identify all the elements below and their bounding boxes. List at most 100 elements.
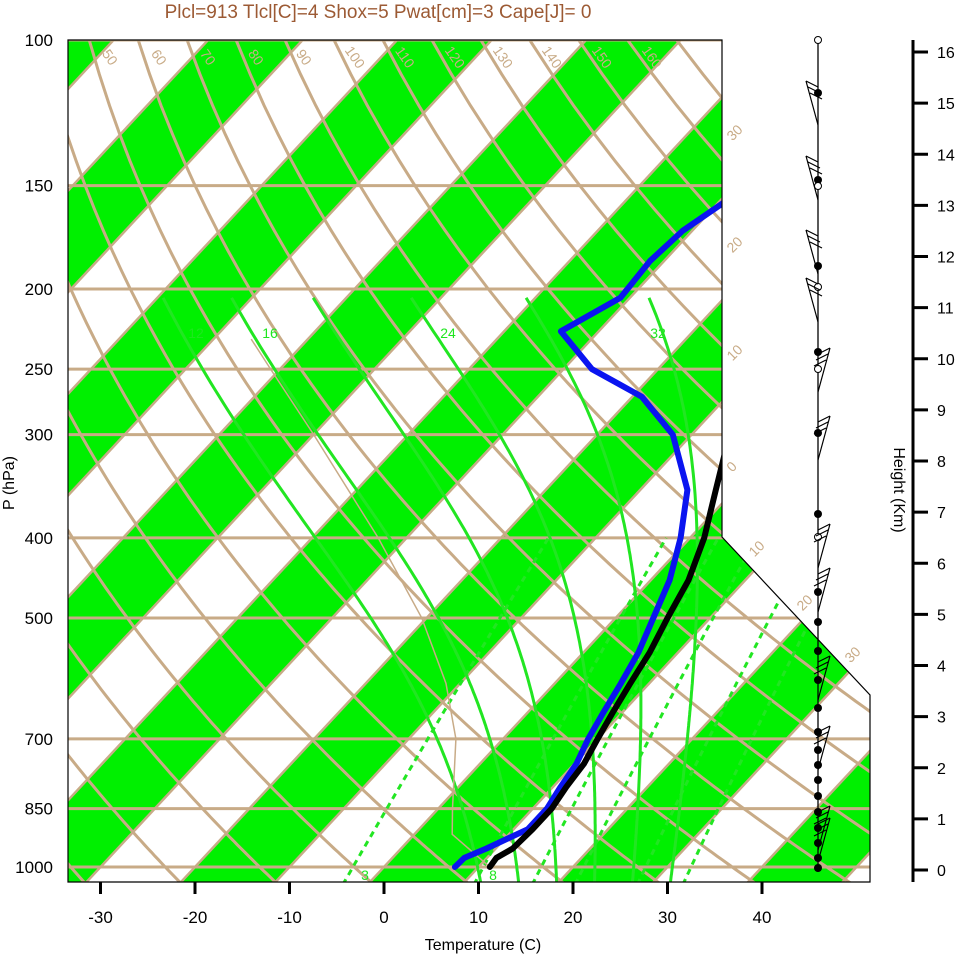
isotherm-line (68, 40, 786, 882)
wind-barb (805, 155, 823, 201)
moist-adiabat (230, 297, 521, 882)
wind-barb (805, 229, 823, 275)
parcel-trace (250, 338, 491, 868)
dry-adiabat (430, 40, 870, 882)
wind-level-dot (814, 704, 822, 712)
height-tick-label: 6 (937, 556, 946, 573)
isotherm-label: 10 (723, 341, 745, 363)
height-tick-label: 8 (937, 454, 946, 471)
height-tick-label: 7 (937, 505, 946, 522)
mixing-ratio-line (636, 537, 814, 882)
wind-barb (805, 80, 823, 126)
dry-adiabat (381, 40, 870, 882)
isotherm-line (548, 40, 870, 882)
dry-adiabat (136, 40, 854, 882)
wind-barb (813, 567, 831, 613)
pressure-tick-label: 400 (25, 529, 53, 548)
wind-level-open-dot (814, 182, 822, 190)
wind-barb (813, 655, 831, 701)
wind-level-dot (814, 746, 822, 754)
dry-adiabat (68, 40, 663, 882)
height-tick-label: 0 (937, 863, 946, 880)
dry-adiabat (68, 40, 471, 882)
isotherm-label: 20 (723, 233, 745, 255)
isotherm-label: 30 (723, 121, 745, 143)
pressure-tick-label: 500 (25, 609, 53, 628)
isotherm-band (68, 40, 312, 882)
wind-barb (813, 817, 831, 863)
pressure-tick-label: 1000 (15, 858, 53, 877)
mixing-ratio-line (530, 537, 720, 882)
parcel-trace-line (250, 338, 491, 868)
isotherm-band (68, 40, 501, 882)
pressure-tick-label: 300 (25, 426, 53, 445)
isotherm-line (68, 40, 691, 882)
height-tick-label: 15 (937, 96, 955, 113)
dry-adiabat (332, 40, 870, 882)
moist-adiabat (409, 296, 597, 882)
isotherm-line (68, 40, 408, 882)
isotherm-label: 30 (841, 643, 863, 665)
height-tick-label: 14 (937, 147, 955, 164)
isotherm-label: 20 (793, 591, 815, 613)
mixing-ratio-label: 16 (262, 325, 278, 341)
isotherm-line (68, 40, 219, 882)
theta-label: 60 (148, 46, 170, 68)
pressure-tick-label: 200 (25, 280, 53, 299)
x-tick-label: 40 (753, 908, 772, 927)
isotherm-line (643, 40, 870, 882)
wind-barb (813, 347, 831, 393)
dry-adiabat (68, 40, 184, 882)
wind-level-dot (814, 510, 822, 518)
mixing-ratio-label: 8 (489, 867, 497, 883)
pressure-tick-label: 100 (25, 31, 53, 50)
dewpoint-profile-line (451, 71, 870, 870)
mixing-ratio-label: 24 (440, 325, 456, 341)
x-tick-label: 30 (658, 908, 677, 927)
x-tick-label: 20 (564, 908, 583, 927)
pressure-tick-label: 250 (25, 360, 53, 379)
wind-barb (813, 805, 831, 851)
wind-barb (813, 725, 831, 771)
height-tick-label: 5 (937, 607, 946, 624)
isotherm-band (68, 40, 870, 882)
x-tick-label: 10 (469, 908, 488, 927)
dry-adiabat (68, 40, 567, 882)
isotherm-label: 0 (723, 458, 740, 475)
height-tick-label: 4 (937, 659, 946, 676)
wind-level-dot (814, 776, 822, 784)
dry-adiabat (234, 40, 870, 882)
wind-level-dot (814, 618, 822, 626)
moist-adiabat (524, 297, 643, 882)
wind-level-dot (814, 864, 822, 872)
x-tick-label: 0 (379, 908, 388, 927)
temperature-axis: -30 -20 -10 0 10 20 30 40 (88, 882, 771, 927)
mixing-ratio-line (341, 537, 550, 882)
isotherm-line (68, 40, 502, 882)
x-tick-label: -30 (88, 908, 113, 927)
pressure-tick-label: 700 (25, 730, 53, 749)
x-tick-label: -20 (183, 908, 208, 927)
wind-level-open-dot (814, 36, 822, 44)
dry-adiabat (283, 40, 870, 882)
height-tick-label: 10 (937, 352, 955, 369)
pressure-tick-label: 850 (25, 800, 53, 819)
wind-level-dot (814, 176, 822, 184)
dry-adiabat (68, 40, 375, 882)
isotherm-band (68, 40, 690, 882)
wind-barb-column (805, 36, 831, 872)
sounding-profiles (451, 71, 870, 870)
wind-level-dot (814, 676, 822, 684)
mixing-ratio-label: 12 (188, 325, 204, 341)
moist-adiabats (161, 296, 699, 882)
y-axis-label: P (hPa) (1, 456, 18, 510)
height-tick-label: 3 (937, 710, 946, 727)
moist-adiabat (311, 297, 559, 882)
wind-level-dot (814, 792, 822, 800)
height-tick-label: 13 (937, 198, 955, 215)
plot-border (67, 39, 871, 883)
x-tick-label: -10 (277, 908, 302, 927)
isotherm-label: 10 (745, 537, 767, 559)
isotherm-band (549, 40, 870, 882)
